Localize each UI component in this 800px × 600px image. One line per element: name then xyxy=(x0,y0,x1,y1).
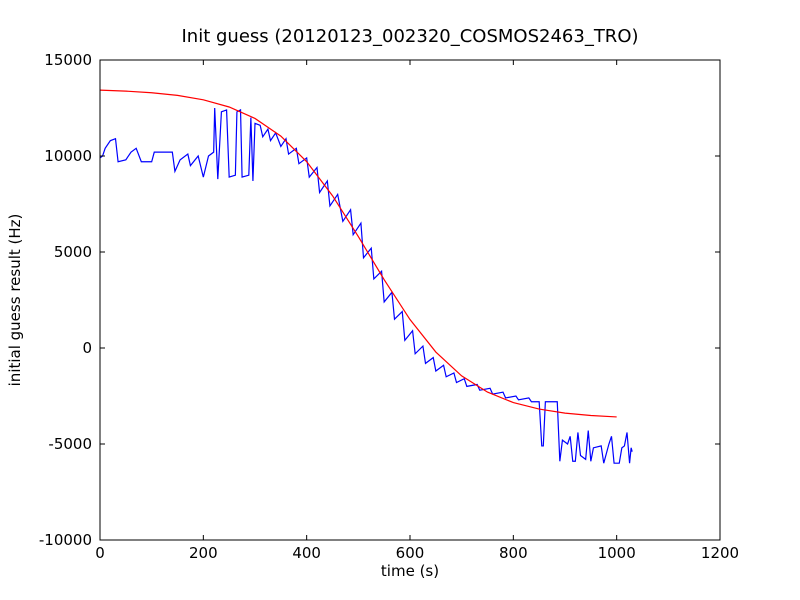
x-tick-label: 1200 xyxy=(701,544,739,562)
x-tick-label: 200 xyxy=(189,544,218,562)
x-tick-label: 400 xyxy=(292,544,321,562)
y-tick-label: -5000 xyxy=(48,435,92,453)
y-tick-label: 0 xyxy=(82,339,92,357)
x-axis-label: time (s) xyxy=(381,562,439,580)
y-axis-label: initial guess result (Hz) xyxy=(6,214,24,387)
data-line xyxy=(99,89,617,418)
y-tick-label: -10000 xyxy=(39,531,92,549)
x-tick-label: 800 xyxy=(499,544,528,562)
data-line xyxy=(99,107,633,464)
y-tick-label: 10000 xyxy=(44,147,92,165)
y-tick-label: 5000 xyxy=(54,243,92,261)
plot-frame xyxy=(99,59,721,541)
x-tick-label: 600 xyxy=(396,544,425,562)
y-tick-label: 15000 xyxy=(44,51,92,69)
chart-title: Init guess (20120123_002320_COSMOS2463_T… xyxy=(181,26,638,47)
x-tick-label: 0 xyxy=(95,544,105,562)
x-tick-label: 1000 xyxy=(598,544,636,562)
